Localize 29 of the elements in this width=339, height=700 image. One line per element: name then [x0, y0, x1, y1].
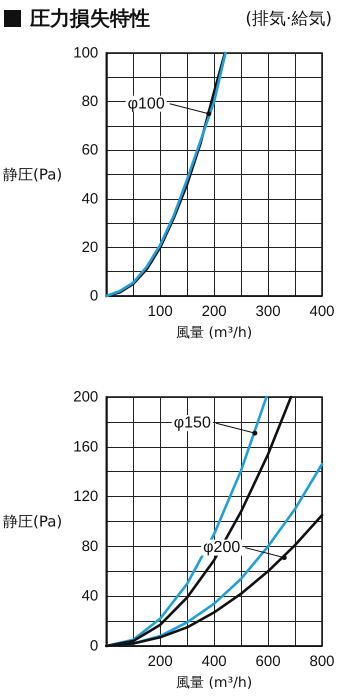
- y-tick-label: 0: [90, 638, 98, 654]
- y-tick-label: 40: [82, 588, 98, 605]
- annotation: φ100: [128, 95, 165, 112]
- x-axis-title: 風量 (m³/h): [176, 325, 252, 341]
- x-tick-label: 200: [148, 653, 173, 670]
- x-tick-label: 300: [256, 303, 281, 320]
- chart-title: 圧力損失特性: [30, 5, 150, 32]
- y-tick-label: 60: [82, 142, 98, 159]
- chart-subtitle: (排気·給気): [245, 8, 332, 30]
- y-tick-label: 80: [82, 538, 98, 555]
- x-tick-label: 800: [309, 653, 335, 670]
- y-axis-title: 静圧(Pa): [2, 166, 62, 184]
- x-tick-label: 600: [256, 653, 281, 670]
- x-tick-label: 200: [202, 303, 227, 320]
- x-tick-label: 400: [309, 303, 335, 320]
- y-tick-label: 100: [73, 44, 98, 62]
- y-tick-label: 40: [82, 190, 98, 208]
- annotation: φ200: [203, 539, 240, 556]
- x-tick-label: 400: [202, 653, 227, 670]
- y-axis-title: 静圧(Pa): [2, 512, 62, 530]
- y-tick-label: 80: [82, 93, 98, 110]
- x-axis-title: 風量 (m³/h): [176, 675, 252, 691]
- y-tick-label: 20: [82, 238, 98, 256]
- x-tick-label: 100: [148, 303, 173, 320]
- y-tick-label: 200: [73, 388, 98, 406]
- y-tick-label: 120: [73, 488, 98, 506]
- annotation: φ150: [174, 414, 211, 432]
- y-tick-label: 0: [90, 288, 98, 304]
- y-tick-label: 160: [73, 438, 98, 456]
